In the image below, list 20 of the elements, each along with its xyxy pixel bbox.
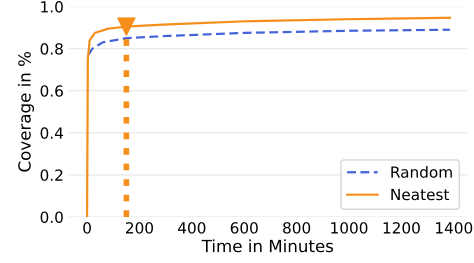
y-tick-label: 0.6 bbox=[40, 85, 63, 97]
x-tick-label: 0 bbox=[83, 222, 91, 234]
line-series bbox=[87, 28, 451, 56]
y-tick-label: 0.2 bbox=[40, 169, 62, 181]
x-tick-label: 1200 bbox=[384, 222, 420, 234]
legend-label: Neatest bbox=[391, 188, 450, 200]
x-tick-label: 400 bbox=[178, 222, 206, 234]
y-axis-title: Coverage in % bbox=[18, 52, 34, 172]
x-tick-label: 1400 bbox=[436, 222, 472, 234]
y-tick-label: 0.8 bbox=[40, 43, 63, 55]
x-tick-label: 600 bbox=[230, 222, 258, 234]
y-tick-label: 0.0 bbox=[40, 211, 63, 223]
x-tick-label: 200 bbox=[126, 222, 154, 234]
x-axis-title: Time in Minutes bbox=[202, 239, 334, 252]
x-tick-label: 800 bbox=[283, 222, 310, 234]
line-series bbox=[86, 16, 451, 217]
y-tick-label: 0.4 bbox=[40, 127, 64, 139]
y-tick-label: 1.0 bbox=[41, 1, 63, 13]
legend-label: Random bbox=[391, 166, 452, 178]
x-tick-label: 1000 bbox=[331, 222, 368, 234]
